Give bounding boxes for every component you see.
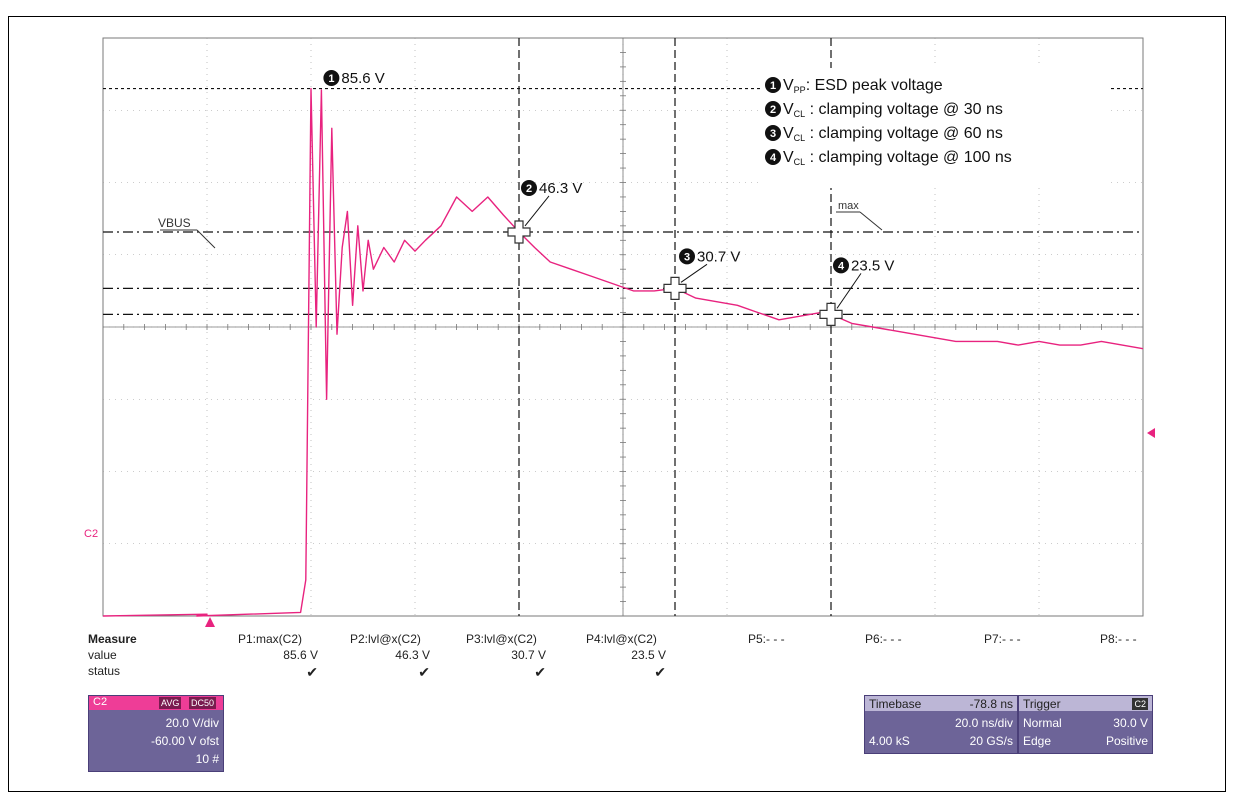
legend-number: 3 <box>770 128 776 140</box>
measure-param: P6:- - - <box>865 632 902 646</box>
measure-value: 46.3 V <box>395 648 430 662</box>
measure-status: ✔ <box>306 664 318 680</box>
marker-value: 46.3 V <box>539 180 582 197</box>
measure-param: P7:- - - <box>984 632 1021 646</box>
marker-number: 2 <box>526 183 532 195</box>
measure-param: P3:lvl@x(C2) <box>466 632 537 646</box>
measure-param: P8:- - - <box>1100 632 1137 646</box>
marker-arrow <box>680 263 708 283</box>
marker-badge <box>679 248 695 265</box>
measure-value: 30.7 V <box>511 648 546 662</box>
trigger-slope: Positive <box>1105 734 1148 748</box>
marker-badge <box>521 179 537 196</box>
measure-param: P5:- - - <box>748 632 785 646</box>
legend-text: VCL : clamping voltage @ 30 ns <box>783 101 1003 119</box>
legend-box: 1 VPP: ESD peak voltage 2 VCL : clamping vo… <box>760 68 1110 188</box>
avg-tag: AVG <box>159 697 182 709</box>
vbus-label: VBUS <box>158 216 216 249</box>
marker-badge <box>323 70 340 87</box>
trigger-panel[interactable]: Trigger C2 Normal 30.0 V Edge Positive <box>1018 695 1153 754</box>
legend-number: 4 <box>770 152 777 164</box>
measure-value: 85.6 V <box>283 648 318 662</box>
measure-markers: 1 85.6 V 2 46.3 V 3 30.7 V 4 23.5 V <box>323 70 894 326</box>
channel-panel[interactable]: C2 AVG DC50 20.0 V/div -60.00 V ofst 10 … <box>88 695 224 772</box>
svg-text:VBUS: VBUS <box>158 216 191 230</box>
legend-text: VPP: ESD peak voltage <box>783 77 943 95</box>
sample-rate: 20 GS/s <box>969 734 1013 748</box>
marker-number: 4 <box>838 260 845 272</box>
timebase-panel[interactable]: Timebase -78.8 ns 20.0 ns/div 4.00 kS 20… <box>864 695 1018 754</box>
offset-value: -60.00 V ofst <box>150 734 219 748</box>
channel-name: C2 <box>93 696 108 708</box>
legend-badge <box>765 101 781 117</box>
measure-status: ✔ <box>418 664 430 680</box>
marker-value: 30.7 V <box>697 248 740 265</box>
measure-param: P1:max(C2) <box>238 632 303 646</box>
trace-c2 <box>102 87 1144 617</box>
marker-arrow <box>836 273 862 309</box>
sweep-count: 10 # <box>195 752 219 766</box>
legend-badge <box>765 149 781 165</box>
time-per-div: 20.0 ns/div <box>954 716 1013 730</box>
legend-badge <box>765 77 781 93</box>
marker-badge <box>833 257 849 274</box>
sample-count: 4.00 kS <box>869 734 910 748</box>
measure-table: Measure value status P1:max(C2) 85.6 V ✔ P2… <box>88 632 1158 680</box>
marker-value: 23.5 V <box>851 257 894 274</box>
legend-badge <box>765 125 781 141</box>
trigger-type: Edge <box>1023 734 1052 748</box>
marker-arrow <box>524 195 550 227</box>
waveform <box>102 87 1144 617</box>
measure-cross-marker <box>819 302 843 326</box>
legend-text: VCL : clamping voltage @ 100 ns <box>783 149 1012 167</box>
legend-text: VCL : clamping voltage @ 60 ns <box>783 125 1003 143</box>
measure-heading: Measure <box>88 632 137 646</box>
dc50-tag: DC50 <box>189 697 217 709</box>
measure-value: 23.5 V <box>631 648 666 662</box>
trigger-mode: Normal <box>1023 716 1062 730</box>
svg-text:max: max <box>838 200 859 212</box>
trigger-level-arrow <box>1147 428 1155 438</box>
legend-number: 1 <box>770 80 776 92</box>
channel-label: C2 <box>84 528 98 540</box>
trigger-header <box>1019 696 1152 711</box>
measure-cross-marker <box>663 276 687 300</box>
legend-number: 2 <box>770 104 776 116</box>
trigger-label: Trigger <box>1023 697 1061 711</box>
timebase-header <box>865 696 1017 711</box>
trigger-channel-tag: C2 <box>1132 698 1148 710</box>
marker-number: 1 <box>328 73 334 85</box>
measure-param: P2:lvl@x(C2) <box>350 632 421 646</box>
marker-value: 85.6 V <box>341 70 384 87</box>
trigger-time-arrow <box>205 617 215 627</box>
max-label: max <box>836 200 883 231</box>
timebase-delay: -78.8 ns <box>969 697 1013 711</box>
measure-cross-marker <box>507 220 531 244</box>
row-label-value: value <box>88 648 117 662</box>
measure-status: ✔ <box>654 664 666 680</box>
volts-per-div: 20.0 V/div <box>165 716 219 730</box>
row-label-status: status <box>88 664 121 678</box>
timebase-label: Timebase <box>869 697 922 711</box>
marker-number: 3 <box>684 251 690 263</box>
measure-status: ✔ <box>534 664 546 680</box>
trigger-level: 30.0 V <box>1113 716 1148 730</box>
measure-param: P4:lvl@x(C2) <box>586 632 657 646</box>
